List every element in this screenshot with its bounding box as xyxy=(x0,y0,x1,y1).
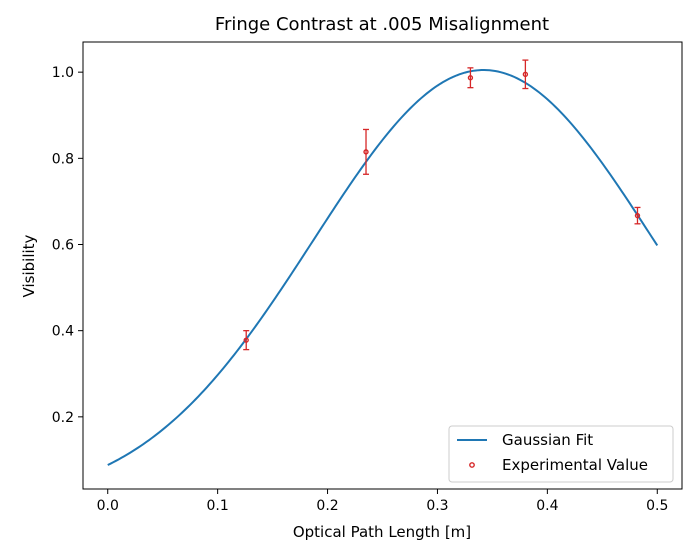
y-tick-label: 1.0 xyxy=(52,65,74,81)
y-tick-label: 0.2 xyxy=(52,410,74,426)
legend-frame xyxy=(448,425,674,483)
legend: Gaussian Fit Experimental Value xyxy=(448,425,674,483)
y-axis: 0.2 0.4 0.6 0.8 1.0 xyxy=(52,65,83,426)
plot-area xyxy=(107,59,659,466)
data-point xyxy=(467,75,474,81)
chart-title: Fringe Contrast at .005 Misalignment xyxy=(215,14,549,35)
x-tick-label: 0.5 xyxy=(646,498,668,514)
x-axis-label: Optical Path Length [m] xyxy=(293,523,471,541)
y-axis-label: Visibility xyxy=(20,234,38,297)
legend-entry-gaussian-fit: Gaussian Fit xyxy=(502,431,593,449)
axes-frame xyxy=(82,41,683,490)
x-tick-label: 0.3 xyxy=(426,498,448,514)
gaussian-fit-line xyxy=(107,69,659,466)
data-point xyxy=(522,71,529,78)
x-tick-label: 0.1 xyxy=(207,498,229,514)
y-tick-label: 0.4 xyxy=(52,324,74,340)
y-tick-label: 0.6 xyxy=(52,237,74,253)
legend-marker-swatch xyxy=(469,462,475,468)
data-point xyxy=(634,212,641,219)
data-point xyxy=(243,337,249,343)
data-point xyxy=(363,149,369,155)
x-tick-label: 0.4 xyxy=(536,498,558,514)
x-axis: 0.0 0.1 0.2 0.3 0.4 0.5 xyxy=(97,489,668,514)
x-tick-label: 0.2 xyxy=(316,498,338,514)
y-tick-label: 0.8 xyxy=(52,151,74,167)
x-tick-label: 0.0 xyxy=(97,498,119,514)
legend-entry-experimental-value: Experimental Value xyxy=(502,456,648,474)
